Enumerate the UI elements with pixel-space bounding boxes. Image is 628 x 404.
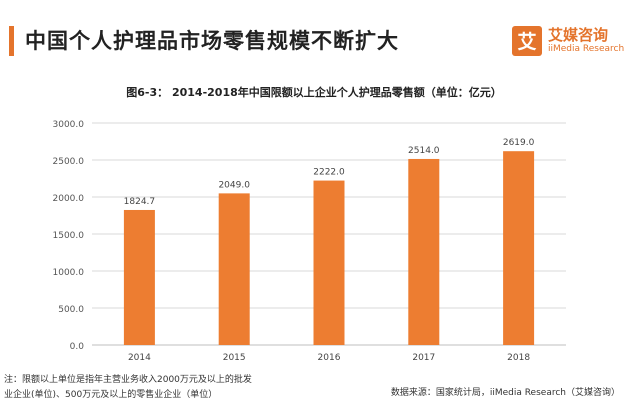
data-label: 2514.0 [408,146,440,156]
title-accent-bar [9,26,14,56]
bar [313,180,345,345]
x-tick-label: 2017 [412,353,435,363]
page-title: 中国个人护理品市场零售规模不断扩大 [25,29,399,53]
x-tick-label: 2014 [128,353,151,363]
data-source: 数据来源：国家统计局，iiMedia Research（艾媒咨询） [390,388,620,398]
chart-title: 图6-3： 2014-2018年中国限额以上企业个人护理品零售额（单位：亿元） [126,86,502,99]
x-tick-label: 2015 [223,353,246,363]
y-tick-label: 500.0 [58,305,84,315]
data-label: 2049.0 [218,180,250,190]
y-tick-label: 2000.0 [53,194,85,204]
y-tick-label: 1500.0 [53,231,85,241]
y-tick-label: 2500.0 [53,157,85,167]
logo-subtitle: iiMedia Research [548,44,625,54]
footnote: 注：限额以上单位是指年主营业务收入2000万元及以上的批发 业企业(单位)、50… [4,373,254,403]
x-tick-label: 2018 [507,353,530,363]
logo-brand: 艾媒咨询 [548,26,609,44]
data-label: 2222.0 [313,168,345,178]
bar [503,151,535,345]
y-tick-label: 0.0 [70,342,85,352]
logo-icon: 艾 [512,26,542,56]
data-label: 1824.7 [124,197,156,207]
logo-glyph: 艾 [517,31,536,53]
bar [408,158,440,345]
bar [218,193,250,345]
data-label: 2619.0 [503,138,535,148]
footnote-line-2: 业企业(单位)、500万元及以上的零售业企业（单位） [4,390,218,400]
bar [123,209,155,345]
y-tick-label: 3000.0 [53,120,85,130]
y-tick-label: 1000.0 [53,268,85,278]
x-tick-label: 2016 [318,353,341,363]
footnote-line-1: 注：限额以上单位是指年主营业务收入2000万元及以上的批发 [4,375,252,385]
